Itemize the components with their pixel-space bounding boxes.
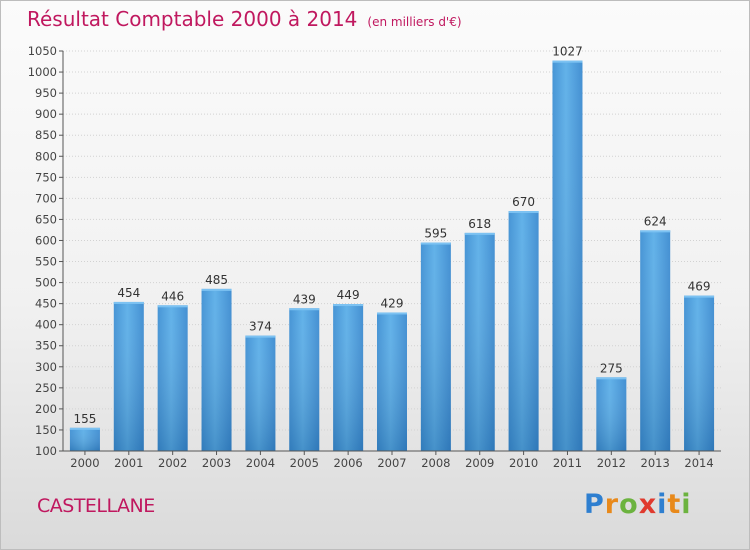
y-tick-label: 300 <box>35 360 57 374</box>
logo-letter: o <box>619 489 639 520</box>
y-tick-label: 400 <box>35 318 57 332</box>
y-tick-label: 700 <box>35 191 57 205</box>
bar-top <box>420 242 451 245</box>
logo-letter: r <box>604 489 620 520</box>
y-tick-label: 500 <box>35 276 57 290</box>
bar-top <box>508 211 539 213</box>
chart-title: Résultat Comptable 2000 à 2014 (en millie… <box>27 7 462 31</box>
x-tick-label: 2000 <box>70 456 99 470</box>
logo-letter: P <box>584 489 605 520</box>
data-label: 446 <box>161 289 184 303</box>
y-tick-label: 250 <box>35 381 57 395</box>
bar-top <box>377 312 407 315</box>
y-tick-label: 350 <box>35 339 57 353</box>
data-label: 439 <box>293 292 316 306</box>
bar-top <box>201 288 232 291</box>
data-label: 485 <box>205 273 228 287</box>
y-tick-label: 800 <box>35 149 57 163</box>
logo-letter: x <box>638 489 658 520</box>
bar-top <box>245 335 276 338</box>
chart-subtitle: (en milliers d'€) <box>367 15 462 29</box>
bar-shade <box>464 232 495 451</box>
y-tick-label: 1000 <box>28 65 57 79</box>
bar-top <box>69 427 100 430</box>
x-tick-label: 2008 <box>421 456 450 470</box>
bar-shade <box>552 60 583 452</box>
x-tick-label: 2009 <box>465 456 494 470</box>
bar-shade <box>420 242 451 451</box>
x-tick-label: 2012 <box>597 456 626 470</box>
x-tick-label: 2004 <box>246 456 275 470</box>
y-tick-label: 850 <box>35 128 57 142</box>
bar-top <box>113 301 144 304</box>
data-label: 670 <box>512 195 535 209</box>
bar-shade <box>289 308 320 451</box>
data-label: 618 <box>468 217 491 231</box>
proxiti-logo: Proxiti <box>584 489 692 520</box>
y-tick-label: 600 <box>35 233 57 247</box>
y-tick-label: 900 <box>35 107 57 121</box>
logo-letter: t <box>667 489 682 520</box>
bar-shade <box>377 312 407 451</box>
x-axis: 2000 2001 2002 2003 2004 2005 2006 2007 2008 2009… <box>63 450 721 470</box>
y-tick-label: 450 <box>35 297 57 311</box>
data-label: 624 <box>644 214 667 228</box>
y-tick-label: 750 <box>35 170 57 184</box>
x-tick-label: 2014 <box>684 456 713 470</box>
x-tick-label: 2005 <box>290 456 319 470</box>
data-label: 595 <box>424 227 447 241</box>
x-tick-label: 2011 <box>553 456 582 470</box>
bars: 155 454 446 485 374 439 449 429 595 618 670 1027 275… <box>69 45 715 452</box>
bar-shade <box>640 230 671 451</box>
y-tick-label: 200 <box>35 402 57 416</box>
bar-top <box>289 308 320 311</box>
bar-shade <box>69 427 100 451</box>
data-label: 469 <box>688 280 711 294</box>
bar-top <box>596 377 627 380</box>
y-tick-label: 550 <box>35 255 57 269</box>
data-label: 449 <box>337 288 360 302</box>
bar-shade <box>684 295 715 451</box>
bar-shade <box>245 335 276 451</box>
bar-top <box>157 305 188 308</box>
x-tick-label: 2001 <box>114 456 143 470</box>
y-tick-label: 650 <box>35 212 57 226</box>
data-label: 275 <box>600 361 623 375</box>
chart-title-main: Résultat Comptable 2000 à 2014 <box>27 7 358 31</box>
x-tick-label: 2002 <box>158 456 187 470</box>
data-label: 1027 <box>552 45 583 59</box>
y-tick-label: 1050 <box>28 44 57 58</box>
bar-top <box>552 60 583 63</box>
bar-top <box>464 232 495 235</box>
bar-top <box>640 230 671 233</box>
bar-shade <box>113 301 144 451</box>
bar-shade <box>201 288 232 451</box>
y-tick-label: 100 <box>35 444 57 458</box>
data-label: 454 <box>117 286 140 300</box>
x-tick-label: 2006 <box>333 456 362 470</box>
data-label: 374 <box>249 320 272 334</box>
location-name: CASTELLANE <box>37 495 155 517</box>
data-label: 155 <box>73 412 96 426</box>
bar-shade <box>157 305 188 451</box>
y-tick-label: 950 <box>35 86 57 100</box>
x-tick-label: 2003 <box>202 456 231 470</box>
x-tick-label: 2010 <box>509 456 538 470</box>
y-tick-label: 150 <box>35 423 57 437</box>
x-tick-label: 2013 <box>641 456 670 470</box>
bar-top <box>333 304 364 307</box>
y-axis: 100 150 200 250 300 350 400 450 500 550 600 650 700 7… <box>28 44 64 458</box>
bar-top <box>684 295 715 298</box>
x-tick-label: 2007 <box>377 456 406 470</box>
data-label: 429 <box>381 296 404 310</box>
bar-shade <box>596 377 627 451</box>
bar-shade <box>508 211 539 451</box>
bar-shade <box>333 304 364 451</box>
logo-letter: i <box>681 489 692 520</box>
logo-letter: i <box>657 489 668 520</box>
